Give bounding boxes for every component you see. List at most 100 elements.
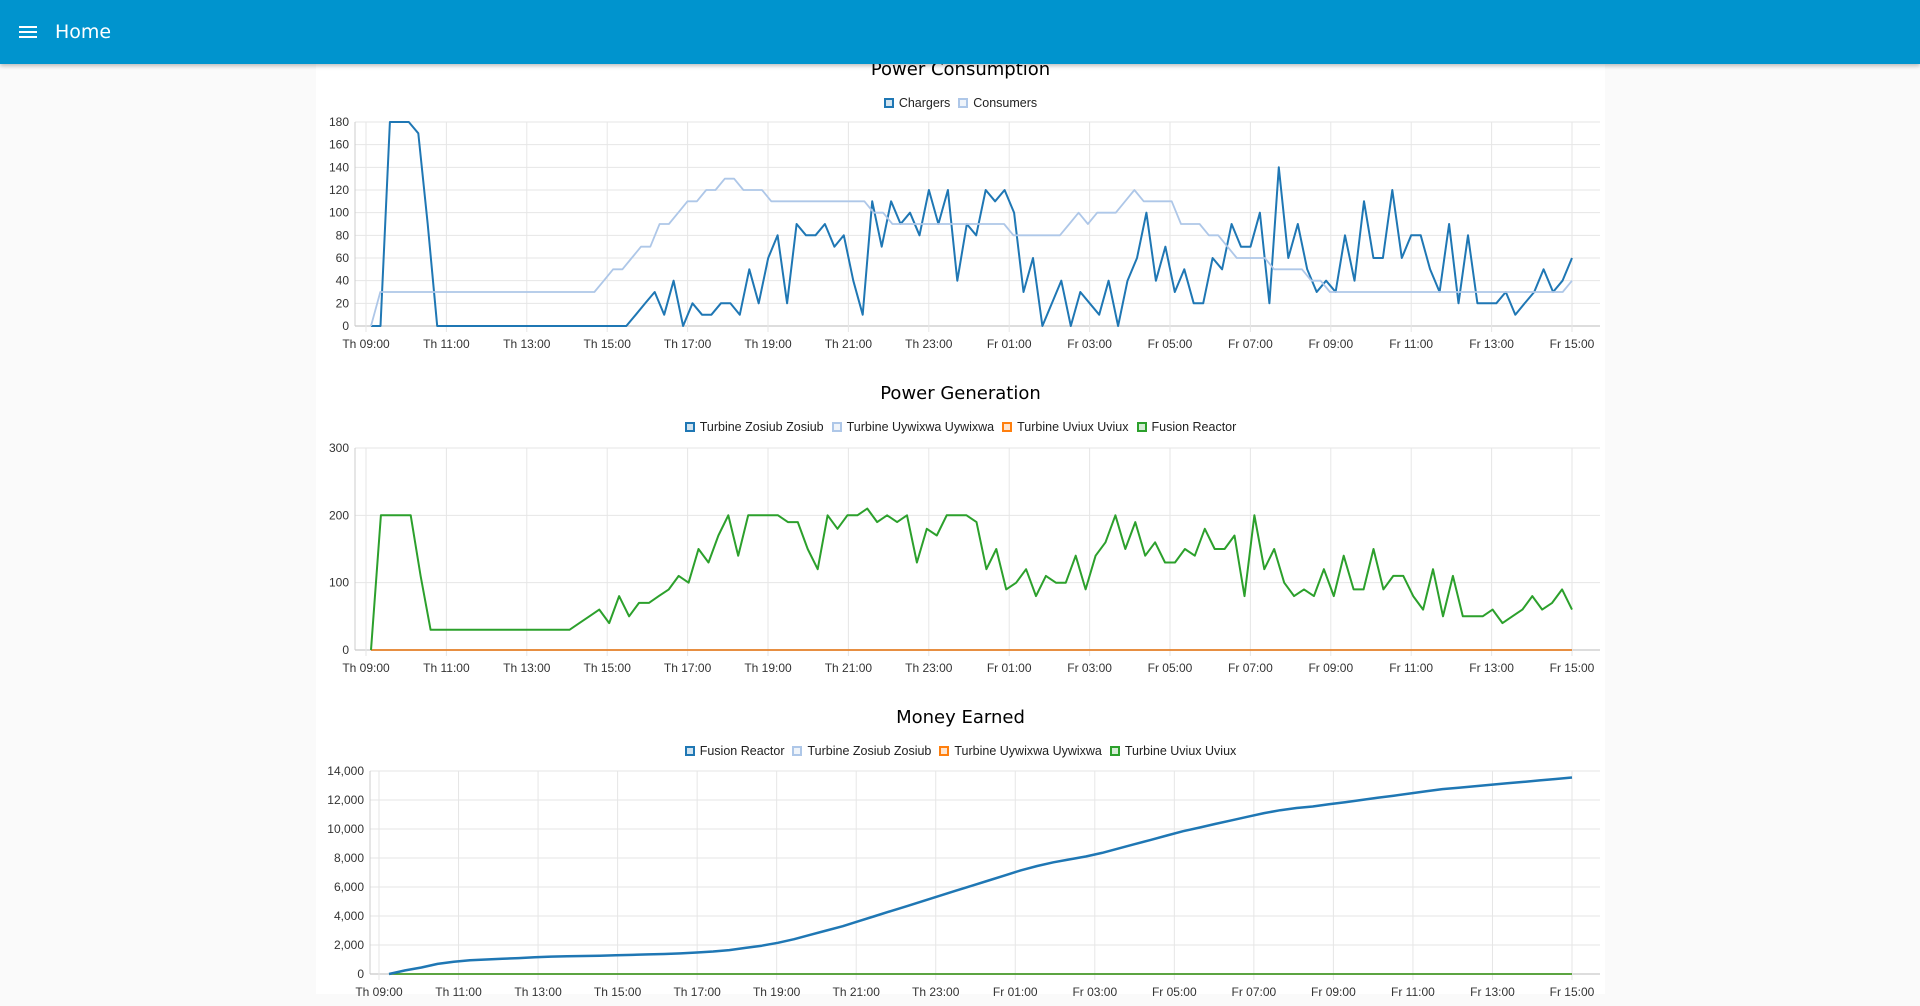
x-tick-label: Th 15:00 (584, 337, 632, 351)
app-bar: Home (0, 0, 1920, 64)
legend-item-turbine-uywixwa-uywixwa[interactable]: Turbine Uywixwa Uywixwa (939, 744, 1102, 758)
x-tick-label: Fr 07:00 (1228, 661, 1273, 675)
x-tick-label: Fr 13:00 (1469, 661, 1514, 675)
x-tick-label: Fr 15:00 (1550, 661, 1595, 675)
legend-label: Turbine Uywixwa Uywixwa (846, 420, 995, 434)
legend-swatch (684, 422, 695, 432)
legend-label: Fusion Reactor (1151, 420, 1237, 434)
x-tick-label: Th 13:00 (514, 985, 562, 999)
legend-swatch (792, 746, 803, 756)
x-tick-label: Fr 09:00 (1308, 661, 1353, 675)
x-tick-label: Fr 07:00 (1232, 985, 1277, 999)
legend-label: Turbine Zosiub Zosiub (699, 420, 824, 434)
legend-swatch (939, 746, 950, 756)
y-tick-label: 200 (329, 508, 349, 522)
series-line-consumers (370, 177, 1573, 327)
y-tick-label: 100 (329, 576, 349, 590)
x-tick-label: Fr 15:00 (1550, 337, 1595, 351)
legend-item-consumers[interactable]: Consumers (958, 96, 1037, 110)
x-tick-label: Th 19:00 (744, 337, 792, 351)
x-tick-label: Fr 01:00 (993, 985, 1038, 999)
legend-swatch (684, 746, 695, 756)
legend-item-turbine-uywixwa-uywixwa[interactable]: Turbine Uywixwa Uywixwa (831, 420, 995, 434)
legend-item-turbine-zosiub-zosiub[interactable]: Turbine Zosiub Zosiub (792, 744, 931, 758)
y-tick-label: 100 (329, 206, 349, 220)
y-tick-label: 160 (329, 138, 349, 152)
x-tick-label: Th 17:00 (673, 985, 721, 999)
x-tick-label: Fr 15:00 (1550, 985, 1595, 999)
menu-icon[interactable] (16, 20, 40, 44)
y-tick-label: 8,000 (334, 851, 364, 865)
x-tick-label: Fr 13:00 (1470, 985, 1515, 999)
legend-item-turbine-uviux-uviux[interactable]: Turbine Uviux Uviux (1002, 420, 1129, 434)
x-tick-label: Th 19:00 (753, 985, 801, 999)
chart-plot: 0 2,000 4,000 6,000 8,000 10,000 12,000 14,000 T… (327, 764, 1600, 999)
x-tick-label: Fr 07:00 (1228, 337, 1273, 351)
legend-swatch (1002, 422, 1013, 432)
y-tick-label: 10,000 (327, 822, 364, 836)
legend-item-chargers[interactable]: Chargers (883, 96, 951, 110)
dashboard-card (316, 64, 1605, 994)
legend-label: Consumers (973, 96, 1038, 110)
legend-label: Chargers (898, 96, 951, 110)
x-tick-label: Th 17:00 (664, 661, 712, 675)
x-tick-label: Th 13:00 (503, 337, 551, 351)
x-tick-label: Th 13:00 (503, 661, 551, 675)
x-tick-label: Th 15:00 (584, 661, 632, 675)
legend-swatch (1109, 746, 1120, 756)
x-tick-label: Th 09:00 (342, 661, 390, 675)
y-tick-label: 14,000 (327, 764, 364, 778)
y-tick-label: 20 (336, 296, 350, 310)
y-tick-label: 6,000 (334, 880, 364, 894)
y-tick-label: 120 (329, 183, 349, 197)
x-tick-label: Fr 05:00 (1148, 337, 1193, 351)
chart-title: Power Consumption (870, 59, 1051, 80)
x-tick-label: Th 11:00 (423, 661, 470, 675)
x-tick-label: Fr 03:00 (1067, 337, 1112, 351)
chart-title: Money Earned (896, 707, 1025, 728)
x-tick-label: Th 15:00 (594, 985, 642, 999)
x-tick-label: Th 23:00 (905, 337, 953, 351)
legend-item-fusion-reactor[interactable]: Fusion Reactor (684, 744, 785, 758)
x-tick-label: Th 21:00 (833, 985, 881, 999)
x-tick-label: Th 23:00 (905, 661, 953, 675)
legend-label: Fusion Reactor (699, 744, 785, 758)
legend-item-fusion-reactor[interactable]: Fusion Reactor (1136, 420, 1237, 434)
chart-legend: Turbine Zosiub Zosiub Turbine Uywixwa Uyw… (316, 420, 1605, 434)
power-consumption-chart: Power Consumption Chargers Consumers 0 20 4… (316, 58, 1605, 358)
y-tick-label: 300 (329, 441, 349, 455)
legend-swatch (1136, 422, 1147, 432)
x-tick-label: Fr 03:00 (1072, 985, 1117, 999)
y-tick-label: 0 (357, 967, 364, 981)
series-line-chargers (371, 121, 1573, 327)
money-earned-chart: Money Earned Fusion Reactor Turbine Zosiu… (316, 706, 1605, 999)
x-tick-label: Fr 01:00 (987, 337, 1032, 351)
x-tick-label: Fr 11:00 (1391, 985, 1435, 999)
legend-label: Turbine Uviux Uviux (1124, 744, 1237, 758)
x-tick-label: Fr 05:00 (1152, 985, 1197, 999)
legend-label: Turbine Uywixwa Uywixwa (954, 744, 1102, 758)
y-tick-label: 180 (329, 115, 349, 129)
x-tick-label: Fr 09:00 (1308, 337, 1353, 351)
x-tick-label: Fr 03:00 (1067, 661, 1112, 675)
legend-item-turbine-zosiub-zosiub[interactable]: Turbine Zosiub Zosiub (684, 420, 824, 434)
page-title: Home (55, 21, 112, 43)
y-tick-label: 40 (336, 274, 350, 288)
x-tick-label: Th 09:00 (342, 337, 390, 351)
x-tick-label: Fr 09:00 (1311, 985, 1356, 999)
x-tick-label: Th 21:00 (825, 337, 873, 351)
legend-item-turbine-uviux-uviux[interactable]: Turbine Uviux Uviux (1109, 744, 1237, 758)
grid (355, 447, 1600, 656)
chart-legend: Chargers Consumers (316, 96, 1605, 110)
chart-plot: 0 100 200 300 Th 09:00 Th 11:00 Th 13:00 Th 15:… (329, 441, 1600, 675)
y-tick-label: 140 (329, 160, 349, 174)
y-tick-label: 4,000 (334, 909, 364, 923)
x-tick-label: Th 09:00 (355, 985, 403, 999)
x-tick-label: Fr 05:00 (1148, 661, 1193, 675)
x-tick-label: Th 21:00 (825, 661, 873, 675)
x-tick-label: Th 19:00 (744, 661, 792, 675)
chart-plot: 0 20 40 60 80 100 120 140 160 180 Th 09:00 Th 11:00… (329, 115, 1600, 351)
x-tick-label: Th 23:00 (912, 985, 960, 999)
y-tick-label: 80 (336, 228, 350, 242)
grid (370, 770, 1600, 980)
